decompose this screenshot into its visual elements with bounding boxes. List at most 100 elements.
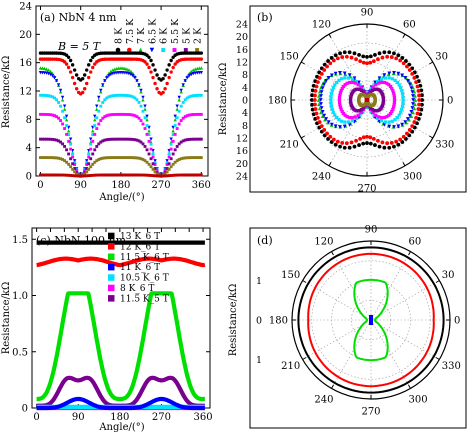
polar-point [316, 98, 321, 102]
data-point [191, 137, 195, 141]
data-point [41, 137, 44, 141]
data-point [109, 113, 113, 117]
data-point [109, 156, 113, 160]
polar-point [401, 95, 405, 99]
polar-point [310, 93, 315, 98]
polar-point [391, 91, 396, 95]
polar-point [377, 144, 382, 149]
polar-point [333, 71, 338, 76]
data-point [129, 113, 133, 117]
data-point [199, 93, 203, 97]
data-point [97, 95, 101, 100]
radial-tick-label: 0 [256, 316, 262, 327]
polar-point [347, 80, 352, 85]
data-point [199, 173, 203, 177]
data-point [91, 152, 95, 156]
data-point [47, 137, 50, 141]
data-point [95, 116, 99, 120]
polar-point [354, 138, 358, 143]
polar-point [312, 98, 317, 102]
data-point [49, 113, 52, 117]
data-point [149, 58, 153, 63]
legend-marker [127, 47, 132, 53]
data-point [111, 173, 115, 177]
data-point [121, 156, 125, 160]
radial-tick-label: 1 [256, 276, 262, 287]
polar-point [329, 56, 334, 60]
polar-point [387, 76, 391, 80]
data-point [185, 114, 189, 118]
data-point [105, 96, 109, 100]
data-point [115, 173, 119, 177]
y-tick-label: 16 [19, 58, 32, 69]
polar-point [333, 83, 337, 87]
polar-point [317, 120, 322, 124]
polar-point [345, 115, 349, 119]
polar-point [413, 98, 418, 102]
data-point [105, 114, 109, 118]
data-point [133, 138, 137, 142]
angle-tick [331, 384, 334, 389]
data-point [47, 94, 50, 98]
panel-b-ticks: 0306090120150180210240270300330242016128… [236, 8, 454, 195]
polar-point [346, 76, 351, 80]
data-point [55, 138, 58, 142]
data-point [177, 95, 181, 100]
angle-tick [402, 33, 406, 38]
data-point [39, 137, 42, 141]
polar-point [337, 98, 342, 102]
polar-point [405, 79, 410, 83]
data-point [65, 160, 69, 164]
data-point [141, 95, 145, 100]
data-point [169, 142, 173, 146]
data-point [153, 163, 157, 166]
data-point [135, 115, 139, 119]
data-point [73, 161, 77, 165]
data-point [149, 174, 153, 177]
data-point [181, 116, 185, 120]
data-point [153, 170, 157, 174]
panel-a-axis-ticks: 0 90 180 270 360 0 4 8 12 16 20 24 [19, 2, 211, 192]
polar-point [317, 102, 321, 107]
data-point [67, 139, 71, 143]
data-point [131, 173, 135, 177]
data-point [89, 174, 93, 177]
polar-point [385, 141, 390, 146]
data-point [68, 58, 73, 63]
legend-label: 11.5 K_5 T [120, 294, 169, 304]
data-point [163, 73, 167, 77]
data-point [58, 88, 63, 93]
polar-point [358, 113, 362, 117]
polar-point [352, 76, 357, 81]
panel-d-label: (d) [257, 234, 273, 247]
data-point [47, 113, 50, 116]
data-point [169, 147, 173, 151]
polar-point [401, 134, 406, 139]
data-point [143, 104, 147, 108]
polar-point [340, 119, 344, 123]
data-point [167, 152, 171, 156]
radial-tick-label: 4 [242, 83, 248, 94]
data-point [101, 173, 105, 177]
data-point [69, 157, 73, 161]
data-point [103, 156, 107, 160]
polar-point [396, 71, 401, 76]
data-point [145, 173, 149, 177]
polar-point [310, 102, 315, 107]
polar-point [400, 122, 405, 127]
polar-point [361, 141, 366, 146]
polar-point [358, 59, 363, 64]
data-point [195, 137, 199, 141]
polar-point [359, 85, 363, 89]
polar-point [392, 144, 396, 149]
data-point [171, 152, 175, 156]
data-point [75, 174, 79, 178]
data-point [95, 145, 99, 148]
data-point [161, 90, 165, 95]
data-point [167, 155, 171, 159]
polar-point [380, 140, 385, 145]
panel-a-annotation: B = 5 T [57, 40, 102, 53]
polar-point [370, 108, 375, 112]
polar-point [338, 105, 343, 109]
polar-point [331, 86, 335, 90]
